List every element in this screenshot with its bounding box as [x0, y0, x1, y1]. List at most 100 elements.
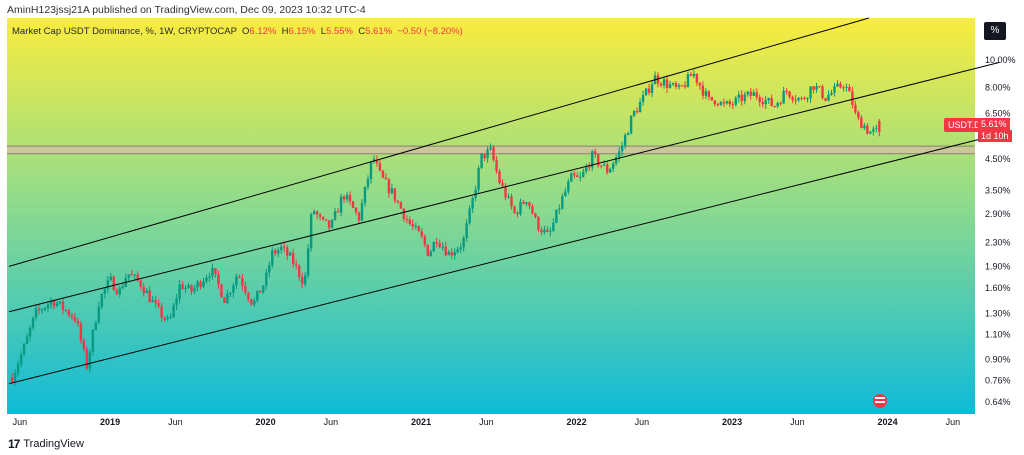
x-tick-label: Jun — [479, 417, 494, 427]
x-tick-label: 2019 — [100, 417, 120, 427]
candle-body — [552, 222, 555, 231]
candle-body — [498, 171, 501, 184]
candle-body — [647, 88, 651, 93]
candle-body — [827, 95, 830, 101]
candle-body — [737, 94, 740, 98]
legend-title: Market Cap USDT Dominance, %, 1W, CRYPTO… — [12, 26, 237, 37]
candle-body — [250, 299, 253, 305]
candle-body — [205, 277, 208, 282]
candle-body — [43, 307, 47, 310]
candle-body — [280, 246, 283, 251]
candle-body — [489, 147, 492, 150]
y-tick-label: 1.30% — [985, 309, 1011, 319]
candle-body — [758, 97, 761, 103]
candle-body — [384, 177, 388, 180]
candle-body — [710, 96, 714, 101]
y-tick-label: 1.90% — [985, 261, 1011, 271]
candle-body — [300, 277, 304, 285]
price-axis[interactable] — [975, 18, 1018, 414]
x-tick-label: 2024 — [878, 417, 898, 427]
x-tick-label: 2022 — [567, 417, 587, 427]
candle-body — [707, 91, 711, 97]
candle-body — [241, 277, 244, 286]
candle-body — [695, 73, 699, 83]
candle-body — [468, 208, 471, 224]
candle-body — [309, 214, 313, 249]
candle-body — [73, 317, 77, 321]
candle-body — [333, 211, 337, 220]
candle-body — [836, 83, 839, 87]
candle-body — [842, 87, 845, 89]
candle-body — [130, 274, 133, 276]
candle-body — [689, 74, 693, 77]
legend-low: 5.55% — [326, 26, 353, 37]
candle-body — [486, 149, 489, 159]
candle-body — [133, 274, 136, 276]
percent-scale-button[interactable]: % — [984, 22, 1006, 40]
candle-body — [37, 308, 41, 310]
candle-body — [217, 274, 220, 285]
y-tick-label: 0.90% — [985, 354, 1011, 364]
candle-body — [151, 300, 154, 303]
candle-body — [809, 86, 812, 99]
candle-body — [605, 164, 609, 173]
candle-body — [839, 83, 842, 88]
candle-body — [423, 236, 426, 245]
candle-body — [399, 202, 403, 209]
candle-body — [318, 214, 322, 217]
candle-body — [64, 310, 68, 312]
candle-body — [555, 209, 558, 223]
candle-body — [85, 348, 89, 369]
candle-body — [504, 185, 507, 198]
candle-body — [181, 284, 184, 290]
candle-body — [112, 276, 115, 291]
candle-body — [549, 230, 552, 232]
y-tick-label: 0.76% — [985, 375, 1011, 385]
flag-icon[interactable] — [873, 394, 887, 408]
candle-body — [453, 252, 456, 256]
x-tick-label: Jun — [790, 417, 805, 427]
candle-body — [321, 216, 325, 220]
candle-body — [854, 104, 857, 113]
candle-body — [483, 153, 486, 159]
candle-body — [121, 286, 124, 289]
footer: 17 TradingView — [8, 437, 84, 451]
candle-body — [196, 281, 199, 288]
candle-body — [603, 164, 606, 166]
channel-lines[interactable] — [8, 17, 1000, 385]
candle-body — [770, 97, 773, 107]
candle-body — [354, 207, 358, 213]
candle-body — [611, 163, 615, 169]
x-tick-label: Jun — [13, 417, 28, 427]
candle-body — [393, 188, 397, 201]
candle-body — [46, 304, 50, 308]
candle-body — [22, 343, 26, 355]
candle-body — [214, 268, 217, 275]
legend-high: 6.15% — [288, 26, 316, 37]
candle-body — [324, 219, 328, 221]
candle-body — [160, 306, 163, 318]
x-tick-label: Jun — [324, 417, 339, 427]
candle-body — [725, 101, 729, 104]
candle-body — [830, 92, 833, 96]
candle-body — [543, 229, 546, 233]
candle-body — [704, 91, 708, 96]
candle-body — [522, 201, 525, 204]
candle-body — [671, 83, 675, 85]
candle-body — [444, 246, 447, 256]
legend-low-label: L — [320, 26, 327, 37]
candle-body — [495, 159, 498, 172]
candle-body — [348, 194, 352, 202]
candle-body — [456, 249, 459, 253]
candle-body — [315, 211, 319, 215]
candle-body — [292, 252, 295, 265]
candle-body — [785, 90, 788, 92]
candle-body — [740, 94, 743, 102]
candle-body — [567, 181, 570, 192]
candle-body — [626, 133, 630, 136]
x-tick-label: 2021 — [411, 417, 431, 427]
candle-body — [761, 102, 764, 105]
candle-body — [238, 276, 241, 278]
candle-body — [277, 250, 280, 254]
